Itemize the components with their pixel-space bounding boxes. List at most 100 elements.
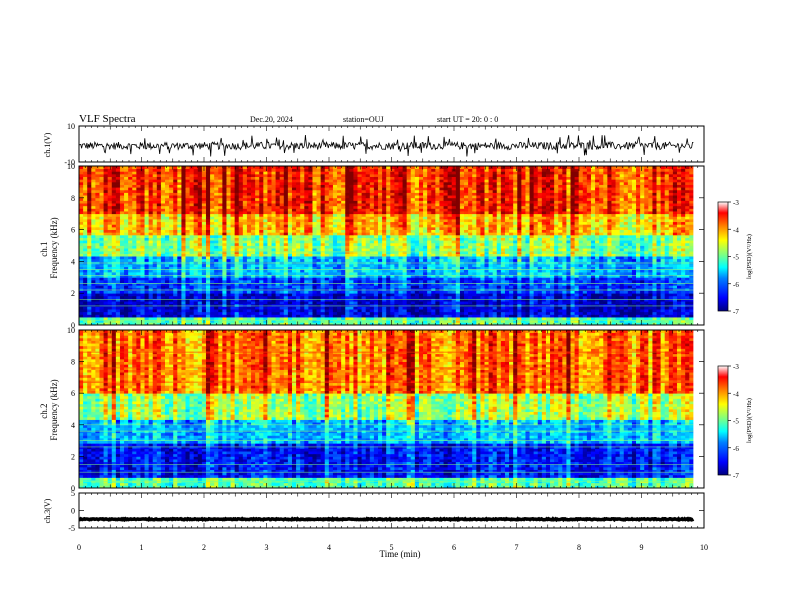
spectrogram-cell <box>185 250 190 254</box>
spectrogram-cell <box>656 301 662 305</box>
spectrogram-cell <box>386 250 391 254</box>
spectrogram-cell <box>136 272 141 276</box>
spectrogram-cell <box>144 298 150 302</box>
spectrogram-cell <box>107 277 113 281</box>
spectrogram-cell <box>197 250 203 254</box>
spectrogram-cell <box>107 287 113 291</box>
spectrogram-cell <box>423 266 428 270</box>
spectrogram-cell <box>435 285 440 289</box>
spectrogram-cell <box>562 240 567 244</box>
spectrogram-cell <box>451 250 457 254</box>
spectrogram-cell <box>590 264 596 268</box>
spectrogram-cell <box>328 319 334 323</box>
spectrogram-cell <box>361 253 367 257</box>
spectrogram-cell <box>337 287 342 291</box>
spectrogram-cell <box>119 293 125 297</box>
spectrogram-cell <box>521 277 526 281</box>
spectrogram-cell <box>242 274 248 278</box>
spectrogram-cell <box>484 250 489 254</box>
spectrogram-cell <box>226 245 231 249</box>
spectrogram-cell <box>644 248 649 252</box>
spectrogram-cell <box>152 306 158 310</box>
spectrogram-cell <box>197 317 203 321</box>
spectrogram-cell <box>423 306 428 310</box>
spectrogram-cell <box>246 301 252 305</box>
spectrogram-cell <box>328 245 334 249</box>
spectrogram-cell <box>611 306 616 310</box>
spectrogram-cell <box>435 287 440 291</box>
spectrogram-cell <box>423 287 428 291</box>
spectrogram-cell <box>541 301 547 305</box>
spectrogram-cell <box>615 298 621 302</box>
spectrogram-cell <box>513 277 518 281</box>
spectrogram-cell <box>87 290 92 294</box>
spectrogram-cell <box>447 287 453 291</box>
spectrogram-cell <box>99 240 104 244</box>
spectrogram-cell <box>181 266 186 270</box>
spectrogram-cell <box>504 279 510 283</box>
spectrogram-cell <box>455 287 461 291</box>
spectrogram-cell <box>439 282 444 286</box>
spectrogram-cell <box>504 319 510 323</box>
spectrogram-cell <box>423 290 428 294</box>
spectrogram-cell <box>246 303 252 307</box>
spectrogram-cell <box>316 298 322 302</box>
spectrogram-cell <box>492 314 498 318</box>
spectrogram-cell <box>488 277 494 281</box>
spectrogram-cell <box>271 319 276 323</box>
spectrogram-cell <box>349 274 354 278</box>
spectrogram-cell <box>582 303 588 307</box>
spectrogram-cell <box>554 311 559 315</box>
spectrogram-cell <box>427 287 432 291</box>
spectrogram-cell <box>119 253 125 257</box>
spectrogram-cell <box>251 301 256 305</box>
spectrogram-cell <box>656 295 662 299</box>
spectrogram-cell <box>431 293 436 297</box>
spectrogram-cell <box>574 264 580 268</box>
spectrogram-cell <box>357 317 363 321</box>
spectrogram-cell <box>656 258 662 262</box>
spectrogram-cell <box>414 264 420 268</box>
spectrogram-cell <box>533 272 539 276</box>
spectrogram-cell <box>189 303 195 307</box>
spectrogram-cell <box>472 248 477 252</box>
spectrogram-cell <box>189 319 195 323</box>
spectrogram-cell <box>550 240 555 244</box>
spectrogram-cell <box>128 269 133 273</box>
spectrogram-cell <box>189 317 195 321</box>
spectrogram-cell <box>378 266 383 270</box>
spectrogram-cell <box>267 282 272 286</box>
spectrogram-cell <box>156 250 162 254</box>
spectrogram-cell <box>107 322 113 326</box>
spectrogram-cell <box>251 277 256 281</box>
spectrogram-cell <box>574 279 580 283</box>
spectrogram-cell <box>492 245 498 249</box>
spectrogram-cell <box>210 290 215 294</box>
spectrogram-cell <box>427 240 432 244</box>
spectrogram-cell <box>99 248 104 252</box>
spectrogram-cell <box>435 266 440 270</box>
spectrogram-cell <box>427 279 432 283</box>
spectrogram-cell <box>509 306 514 310</box>
spectrogram-cell <box>435 245 440 249</box>
spectrogram-cell <box>611 303 616 307</box>
spectrogram-cell <box>488 282 494 286</box>
spectrogram-cell <box>144 264 150 268</box>
spectrogram-cell <box>685 256 690 260</box>
spectrogram-cell <box>267 290 272 294</box>
spectrogram-cell <box>287 293 293 297</box>
spectrogram-cell <box>439 290 444 294</box>
spectrogram-cell <box>537 245 543 249</box>
spectrogram-cell <box>681 253 686 257</box>
spectrogram-cell <box>590 303 596 307</box>
spectrogram-cell <box>607 274 612 278</box>
spectrogram-cell <box>169 240 174 244</box>
spectrogram-cell <box>480 303 485 307</box>
spectrogram-cell <box>644 314 649 318</box>
spectrogram-cell <box>287 322 293 326</box>
spectrogram-cell <box>193 290 199 294</box>
spectrogram-cell <box>533 279 539 283</box>
spectrogram-cell <box>296 248 301 252</box>
spectrogram-cell <box>590 309 596 313</box>
spectrogram-cell <box>529 250 535 254</box>
